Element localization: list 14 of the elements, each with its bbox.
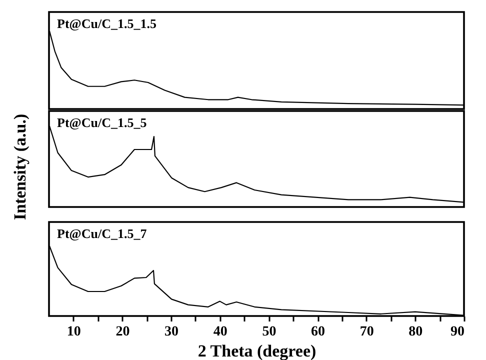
y-axis-title: Intensity (a.u.) bbox=[10, 114, 30, 220]
x-tick-label: 20 bbox=[116, 324, 130, 340]
x-tick-label: 70 bbox=[360, 324, 374, 340]
x-tick-label: 30 bbox=[164, 324, 179, 340]
x-tick-label: 10 bbox=[66, 324, 81, 340]
x-axis-title: 2 Theta (degree) bbox=[198, 342, 316, 360]
series-label: Pt@Cu/C_1.5_7 bbox=[57, 226, 148, 241]
x-tick-label: 60 bbox=[311, 324, 326, 340]
series-label: Pt@Cu/C_1.5_5 bbox=[57, 115, 148, 130]
x-tick-label: 80 bbox=[408, 324, 423, 340]
series-label: Pt@Cu/C_1.5_1.5 bbox=[57, 16, 157, 31]
x-tick-label: 50 bbox=[262, 324, 276, 340]
x-tick-label: 40 bbox=[213, 324, 228, 340]
x-tick-label: 90 bbox=[450, 324, 464, 340]
